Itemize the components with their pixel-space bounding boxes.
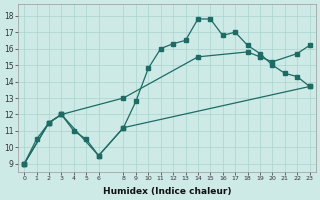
X-axis label: Humidex (Indice chaleur): Humidex (Indice chaleur) (103, 187, 231, 196)
